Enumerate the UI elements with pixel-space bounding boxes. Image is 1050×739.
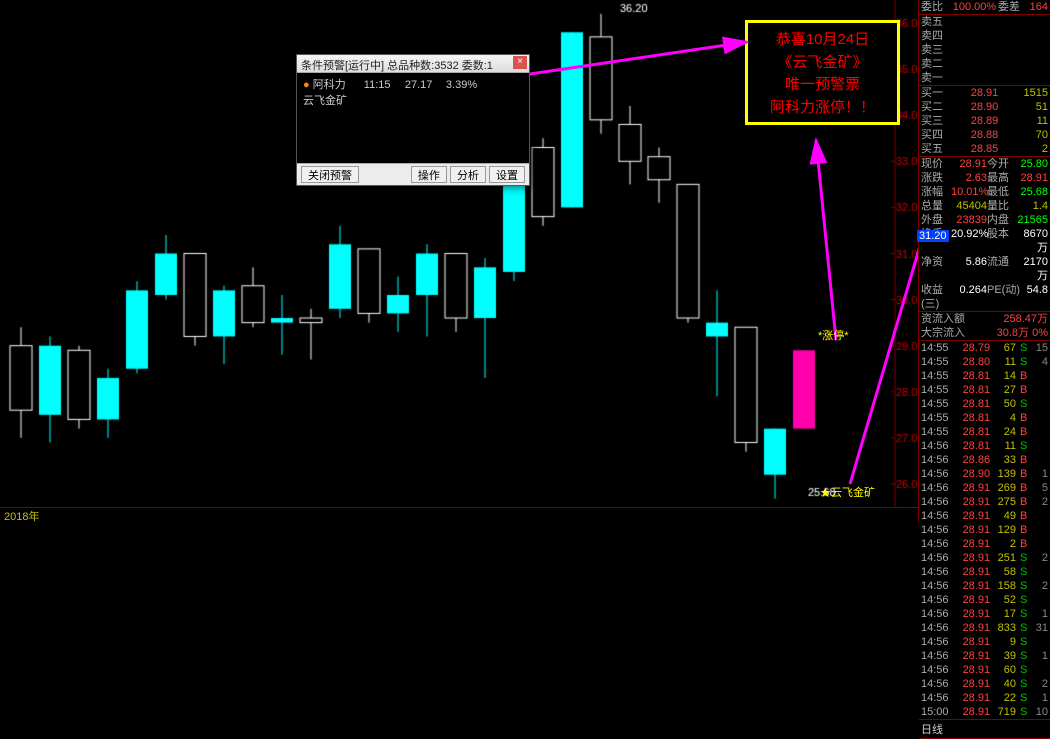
tick-row: 14:5628.9122S1 — [919, 691, 1050, 705]
ask-levels: 卖五卖四卖三卖二卖一 — [919, 15, 1050, 86]
tick-row: 14:5528.7967S15 — [919, 341, 1050, 355]
alert-popup-window: 条件预警[运行中] 总品种数:3532 委数:1 × ● 阿科力 11:15 2… — [296, 54, 530, 186]
tick-row: 14:5628.9149B — [919, 509, 1050, 523]
highlight-line: 《云飞金矿》 — [748, 52, 897, 75]
star-label: ★云飞金矿 — [820, 484, 875, 500]
popup-stock-name: 阿科力 — [313, 76, 361, 92]
capital-flow: 资流入额258.47万大宗流入30.8万 0% — [919, 312, 1050, 341]
tick-row: 14:5528.8150S — [919, 397, 1050, 411]
tick-row: 14:5628.91251S2 — [919, 551, 1050, 565]
bid-levels: 买一28.911515买二28.9051买三28.8911买四28.8870买五… — [919, 86, 1050, 157]
popup-titlebar[interactable]: 条件预警[运行中] 总品种数:3532 委数:1 × — [297, 55, 529, 73]
popup-pct: 3.39% — [446, 79, 486, 91]
highlight-line: 阿科力涨停！！ — [748, 97, 897, 120]
tick-row: 14:5628.8633B — [919, 453, 1050, 467]
action-button[interactable]: 操作 — [411, 166, 447, 183]
tick-row: 14:5628.9139S1 — [919, 649, 1050, 663]
popup-time: 11:15 — [364, 79, 402, 91]
tick-row: 14:5528.8114B — [919, 369, 1050, 383]
quote-side-panel: 委比100.00%委差164 卖五卖四卖三卖二卖一 买一28.911515买二2… — [918, 0, 1050, 522]
star-label: *涨停* — [818, 327, 849, 343]
popup-price: 27.17 — [405, 79, 443, 91]
tick-row: 14:5528.8011S4 — [919, 355, 1050, 369]
tick-row: 14:5528.8124B — [919, 425, 1050, 439]
tick-row: 14:5528.814B — [919, 411, 1050, 425]
close-alert-button[interactable]: 关闭预警 — [301, 166, 359, 183]
highlight-annotation: 恭喜10月24日《云飞金矿》唯一预警票阿科力涨停！！ — [745, 20, 900, 125]
tick-row: 14:5628.919S — [919, 635, 1050, 649]
price-badge: 31.20 — [917, 230, 949, 242]
year-label: 2018年 — [4, 511, 39, 523]
tick-row: 14:5628.9158S — [919, 565, 1050, 579]
close-icon[interactable]: × — [513, 56, 527, 69]
tick-row: 14:5628.9140S2 — [919, 677, 1050, 691]
tick-row: 14:5528.8127B — [919, 383, 1050, 397]
popup-footer: 关闭预警 操作 分析 设置 — [297, 163, 529, 185]
order-ratio-section: 委比100.00%委差164 — [919, 0, 1050, 15]
tick-row: 14:5628.9152S — [919, 593, 1050, 607]
side-bottom-strip: 日线 — [919, 719, 1050, 739]
tick-row: 14:5628.8111S — [919, 439, 1050, 453]
settings-button[interactable]: 设置 — [489, 166, 525, 183]
time-axis-bar: 2018年 — [0, 507, 918, 522]
tick-row: 14:5628.91275B2 — [919, 495, 1050, 509]
tick-row: 14:5628.91129B — [919, 523, 1050, 537]
tick-list[interactable]: 14:5528.7967S1514:5528.8011S414:5528.811… — [919, 341, 1050, 719]
tick-row: 14:5628.9117S1 — [919, 607, 1050, 621]
tick-row: 14:5628.91269B5 — [919, 481, 1050, 495]
tick-row: 14:5628.90139B1 — [919, 467, 1050, 481]
analyze-button[interactable]: 分析 — [450, 166, 486, 183]
tick-row: 15:0028.91719S10 — [919, 705, 1050, 719]
tick-row: 14:5628.9160S — [919, 663, 1050, 677]
tick-row: 14:5628.91158S2 — [919, 579, 1050, 593]
tick-row: 14:5628.91833S31 — [919, 621, 1050, 635]
chart-area: 条件预警[运行中] 总品种数:3532 委数:1 × ● 阿科力 11:15 2… — [0, 0, 918, 522]
tick-row: 14:5628.912B — [919, 537, 1050, 551]
highlight-line: 恭喜10月24日 — [748, 29, 897, 52]
highlight-line: 唯一预警票 — [748, 74, 897, 97]
popup-title: 条件预警[运行中] 总品种数:3532 委数:1 — [301, 60, 493, 72]
popup-body: ● 阿科力 11:15 27.17 3.39% 云飞金矿 — [297, 73, 529, 163]
popup-signal: 云飞金矿 — [303, 92, 347, 108]
